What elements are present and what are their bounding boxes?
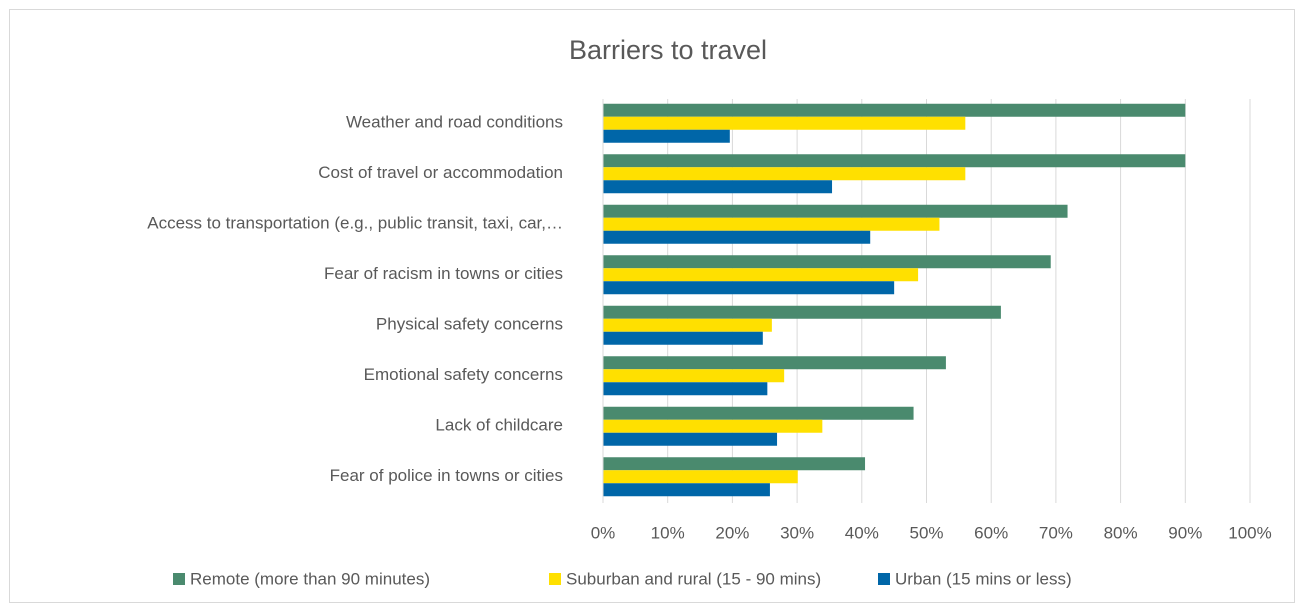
bar [603,116,966,130]
x-tick-label: 30% [780,523,814,542]
bar [603,318,772,332]
bar [603,419,823,433]
bar [603,255,1051,269]
bar [603,217,940,231]
y-tick-label: Physical safety concerns [376,315,563,334]
y-tick-label: Access to transportation (e.g., public t… [147,214,563,233]
legend-swatch [173,573,185,585]
bar [603,432,778,446]
x-tick-label: 40% [845,523,879,542]
legend-label: Remote (more than 90 minutes) [190,569,430,588]
y-tick-label: Fear of police in towns or cities [330,466,563,485]
y-tick-label: Weather and road conditions [346,113,563,132]
y-tick-label: Emotional safety concerns [364,365,563,384]
legend-label: Suburban and rural (15 - 90 mins) [566,569,821,588]
bar [603,331,763,345]
y-tick-label: Fear of racism in towns or cities [324,264,563,283]
x-tick-label: 60% [974,523,1008,542]
bar [603,483,770,497]
y-tick-label: Cost of travel or accommodation [318,163,563,182]
bar [603,154,1186,168]
bar [603,470,798,484]
y-tick-label: Lack of childcare [435,416,563,435]
x-tick-label: 10% [651,523,685,542]
bar [603,180,833,194]
bar [603,103,1186,117]
bar [603,369,785,383]
bar [603,167,966,181]
bar [603,129,730,143]
bar [603,382,768,396]
bar [603,268,919,282]
x-tick-label: 50% [909,523,943,542]
legend-swatch [878,573,890,585]
bar [603,230,871,244]
bar [603,281,895,295]
x-tick-label: 0% [591,523,616,542]
x-tick-label: 100% [1228,523,1271,542]
bar [603,457,866,471]
legend-label: Urban (15 mins or less) [895,569,1072,588]
x-tick-label: 70% [1039,523,1073,542]
x-tick-label: 90% [1168,523,1202,542]
x-tick-label: 20% [715,523,749,542]
bar [603,204,1068,218]
bar [603,305,1001,319]
legend-swatch [549,573,561,585]
bar [603,356,946,370]
bar [603,406,914,420]
chart-title: Barriers to travel [569,35,767,65]
x-tick-label: 80% [1104,523,1138,542]
